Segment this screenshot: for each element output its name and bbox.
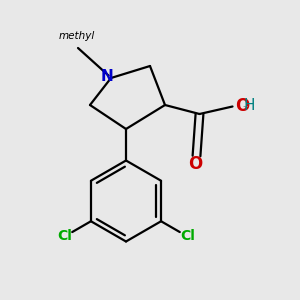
- Text: –: –: [242, 101, 248, 111]
- Text: Cl: Cl: [180, 229, 195, 243]
- Text: N: N: [101, 69, 114, 84]
- Text: methyl: methyl: [58, 32, 94, 41]
- Text: O: O: [235, 97, 249, 115]
- Text: Cl: Cl: [57, 229, 72, 243]
- Text: H: H: [243, 98, 255, 113]
- Text: O: O: [188, 155, 203, 173]
